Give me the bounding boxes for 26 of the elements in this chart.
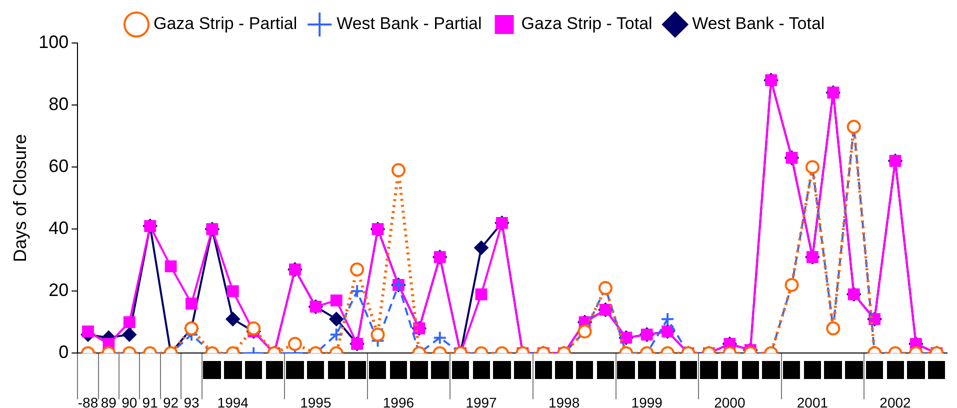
- x-tick-label: 93: [184, 394, 200, 408]
- y-tick-label: 40: [48, 218, 69, 238]
- x-tick-label: 1999: [631, 394, 663, 408]
- x-tick-label: 91: [142, 394, 158, 408]
- legend-label: Gaza Strip - Total: [521, 14, 652, 34]
- y-tick-label: 20: [48, 280, 69, 300]
- x-tick-label: 1994: [217, 394, 249, 408]
- x-tick-label: 92: [162, 394, 179, 408]
- x-tick-label: 1995: [300, 394, 332, 408]
- legend-label: West Bank - Total: [692, 14, 825, 34]
- legend-label: West Bank - Partial: [336, 14, 482, 34]
- x-tick-label: 2000: [714, 394, 746, 408]
- y-axis-title: Days of Closure: [10, 134, 30, 262]
- y-tick-label: 0: [58, 342, 69, 362]
- x-tick-label: 1998: [548, 394, 580, 408]
- x-tick-label: 90: [122, 394, 138, 408]
- y-tick-label: 60: [48, 156, 69, 176]
- x-tick-label: 89: [100, 394, 117, 408]
- x-tick-label: 1997: [466, 394, 498, 408]
- x-tick-label: -88: [78, 394, 98, 408]
- x-tick-label: 2002: [880, 394, 912, 408]
- x-tick-label: 1996: [382, 394, 414, 408]
- x-tick-label: 2001: [796, 394, 828, 408]
- legend-label: Gaza Strip - Partial: [153, 14, 298, 34]
- y-tick-label: 80: [48, 94, 69, 114]
- y-tick-label: 100: [38, 32, 69, 52]
